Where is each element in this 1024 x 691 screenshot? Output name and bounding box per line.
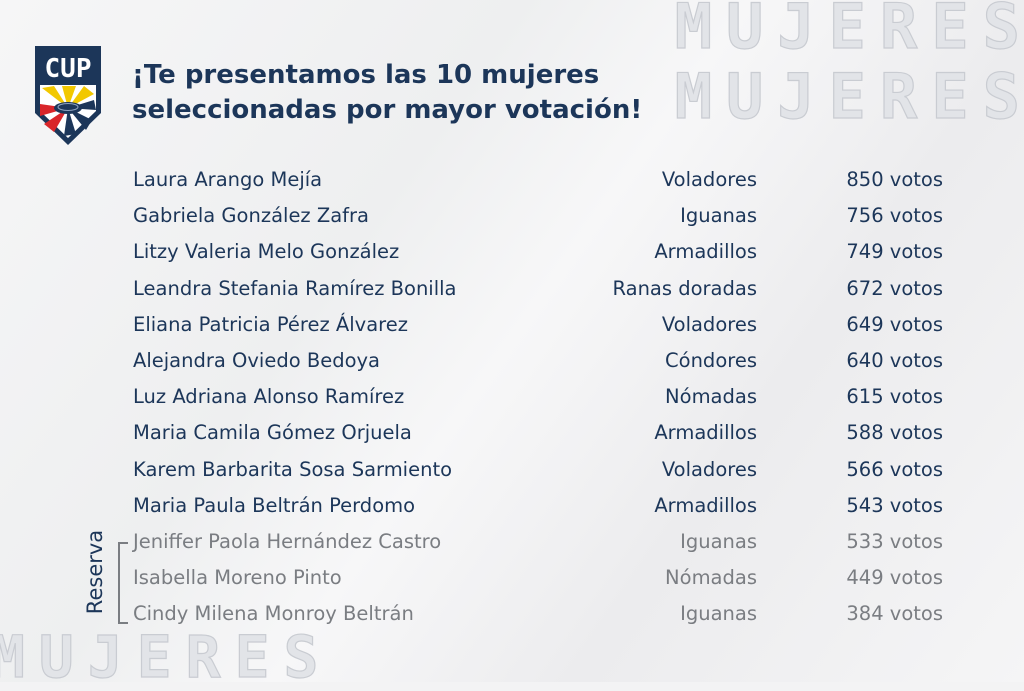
candidate-team: Iguanas	[680, 602, 757, 626]
candidate-votes: 543 votos	[846, 493, 943, 517]
candidate-votes: 649 votos	[846, 312, 943, 336]
candidate-name: Laura Arango Mejía	[133, 168, 323, 191]
candidate-team: Voladores	[661, 457, 757, 481]
candidate-row: Karem Barbarita Sosa Sarmiento Voladores 5…	[133, 455, 943, 485]
candidate-team: Cóndores	[665, 349, 757, 372]
candidate-name: Gabriela González Zafra	[133, 204, 370, 228]
candidate-votes: 566 votos	[846, 457, 943, 481]
candidate-votes: 588 votos	[846, 421, 943, 445]
candidate-row: Litzy Valeria Melo González Armadillos 749…	[133, 237, 943, 267]
watermark-bottom: MUJERES	[0, 623, 333, 691]
candidate-row: Luz Adriana Alonso Ramírez Nómadas 615 vot…	[133, 382, 943, 412]
candidate-name: Litzy Valeria Melo González	[133, 240, 400, 264]
candidate-team: Nómadas	[665, 566, 757, 590]
candidate-name: Maria Camila Gómez Orjuela	[133, 421, 412, 445]
candidate-row: Laura Arango Mejía Voladores 850 votos	[133, 165, 943, 195]
candidate-row: Maria Camila Gómez Orjuela Armadillos 588 …	[133, 418, 943, 448]
reserve-bracket	[118, 542, 128, 624]
candidate-votes: 672 votos	[846, 276, 943, 300]
candidate-votes: 749 votos	[846, 240, 943, 264]
reserve-label: Reserva	[83, 529, 107, 615]
watermark-top-2: MUJERES	[674, 60, 1024, 133]
candidate-name: Cindy Milena Monroy Beltrán	[133, 602, 414, 626]
title-line-2: seleccionadas por mayor votación!	[132, 95, 643, 125]
cup-logo: CUP	[35, 46, 101, 145]
candidate-team: Nómadas	[665, 385, 757, 409]
candidate-team: Voladores	[661, 168, 757, 191]
candidate-name: Leandra Stefania Ramírez Bonilla	[133, 276, 457, 300]
page-title: ¡Te presentamos las 10 mujeres seleccion…	[132, 58, 642, 128]
candidate-team: Armadillos	[654, 240, 757, 264]
candidate-name: Isabella Moreno Pinto	[133, 566, 342, 590]
candidate-votes: 640 votos	[846, 349, 943, 372]
candidate-name: Luz Adriana Alonso Ramírez	[133, 385, 405, 409]
candidate-name: Alejandra Oviedo Bedoya	[133, 349, 381, 372]
candidate-team: Armadillos	[654, 493, 757, 517]
candidate-name: Jeniffer Paola Hernández Castro	[133, 530, 442, 553]
candidate-row: Maria Paula Beltrán Perdomo Armadillos 543…	[133, 491, 943, 521]
watermark-top: MUJERES	[674, 0, 1024, 63]
candidate-name: Karem Barbarita Sosa Sarmiento	[133, 457, 453, 481]
candidate-votes: 533 votos	[846, 530, 943, 553]
reserve-row: Isabella Moreno Pinto Nómadas 449 votos	[133, 563, 943, 593]
reserve-row: Jeniffer Paola Hernández Castro Iguanas 53…	[133, 527, 943, 557]
candidate-name: Eliana Patricia Pérez Álvarez	[133, 312, 408, 336]
candidate-row: Alejandra Oviedo Bedoya Cóndores 640 votos	[133, 346, 943, 376]
candidate-name: Maria Paula Beltrán Perdomo	[133, 493, 416, 517]
candidate-votes: 449 votos	[846, 566, 943, 590]
candidate-votes: 850 votos	[846, 168, 943, 191]
logo-text: CUP	[45, 54, 92, 84]
reserve-row: Cindy Milena Monroy Beltrán Iguanas 384 vo…	[133, 599, 943, 629]
candidate-row: Gabriela González Zafra Iguanas 756 votos	[133, 201, 943, 231]
title-line-1: ¡Te presentamos las 10 mujeres	[132, 60, 600, 90]
candidate-row: Eliana Patricia Pérez Álvarez Voladores 64…	[133, 310, 943, 340]
candidate-team: Voladores	[661, 312, 757, 336]
candidate-votes: 384 votos	[846, 602, 943, 626]
candidate-row: Leandra Stefania Ramírez Bonilla Ranas do…	[133, 274, 943, 304]
candidate-team: Ranas doradas	[612, 276, 758, 300]
candidate-votes: 756 votos	[846, 204, 943, 228]
candidate-votes: 615 votos	[846, 385, 943, 409]
candidate-team: Iguanas	[680, 204, 757, 228]
candidate-team: Iguanas	[680, 530, 757, 553]
candidate-team: Armadillos	[654, 421, 757, 445]
